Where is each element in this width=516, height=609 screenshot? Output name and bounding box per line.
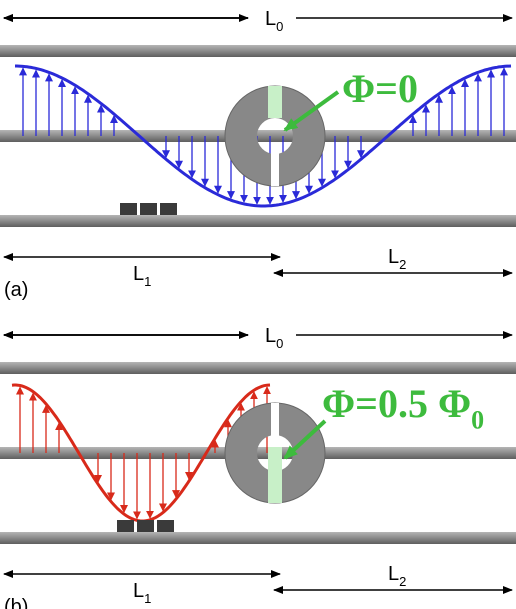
- length-1-base: L: [133, 580, 144, 602]
- waveguide: [0, 362, 516, 374]
- total-length: L0: [265, 8, 283, 34]
- flux-label: Φ=0: [342, 66, 418, 111]
- contact-pad: [160, 203, 177, 215]
- ring-gap: [271, 152, 279, 186]
- total-length-base: L: [265, 325, 276, 347]
- flux-label: Φ=0.5 Φ0: [322, 381, 484, 435]
- panel-label: (b): [4, 596, 28, 609]
- waveguide: [0, 45, 516, 57]
- total-length-sub: 0: [276, 336, 283, 351]
- waveguide: [0, 447, 516, 459]
- flux-label-base: Φ=0: [342, 66, 418, 111]
- total-length: L0: [265, 325, 283, 351]
- length-2: L2: [388, 246, 406, 272]
- waveguide: [0, 130, 516, 142]
- length-1-base: L: [133, 263, 144, 285]
- contact-pad: [140, 203, 157, 215]
- length-1: L1: [133, 580, 151, 606]
- contact-pad: [157, 520, 174, 532]
- flux-label-base: Φ=0.5 Φ: [322, 381, 471, 426]
- flux-arrow: [283, 90, 340, 132]
- panel-label: (a): [4, 279, 28, 301]
- flux-label-sub: 0: [471, 406, 484, 435]
- length-2-base: L: [388, 563, 399, 585]
- waveguide: [0, 215, 516, 227]
- length-1-sub: 1: [144, 274, 151, 289]
- ring-gap: [271, 403, 279, 437]
- length-2-base: L: [388, 246, 399, 268]
- length-1: L1: [133, 263, 151, 289]
- contact-pad: [120, 203, 137, 215]
- length-1-sub: 1: [144, 591, 151, 606]
- flux-arrow: [283, 419, 327, 460]
- total-length-sub: 0: [276, 19, 283, 34]
- junction: [268, 447, 282, 503]
- contact-pad: [117, 520, 134, 532]
- junction: [268, 86, 282, 118]
- length-2-sub: 2: [399, 257, 406, 272]
- length-2-sub: 2: [399, 574, 406, 589]
- total-length-base: L: [265, 8, 276, 30]
- wave: [15, 64, 512, 208]
- waveguide: [0, 532, 516, 544]
- contact-pad: [137, 520, 154, 532]
- length-2: L2: [388, 563, 406, 589]
